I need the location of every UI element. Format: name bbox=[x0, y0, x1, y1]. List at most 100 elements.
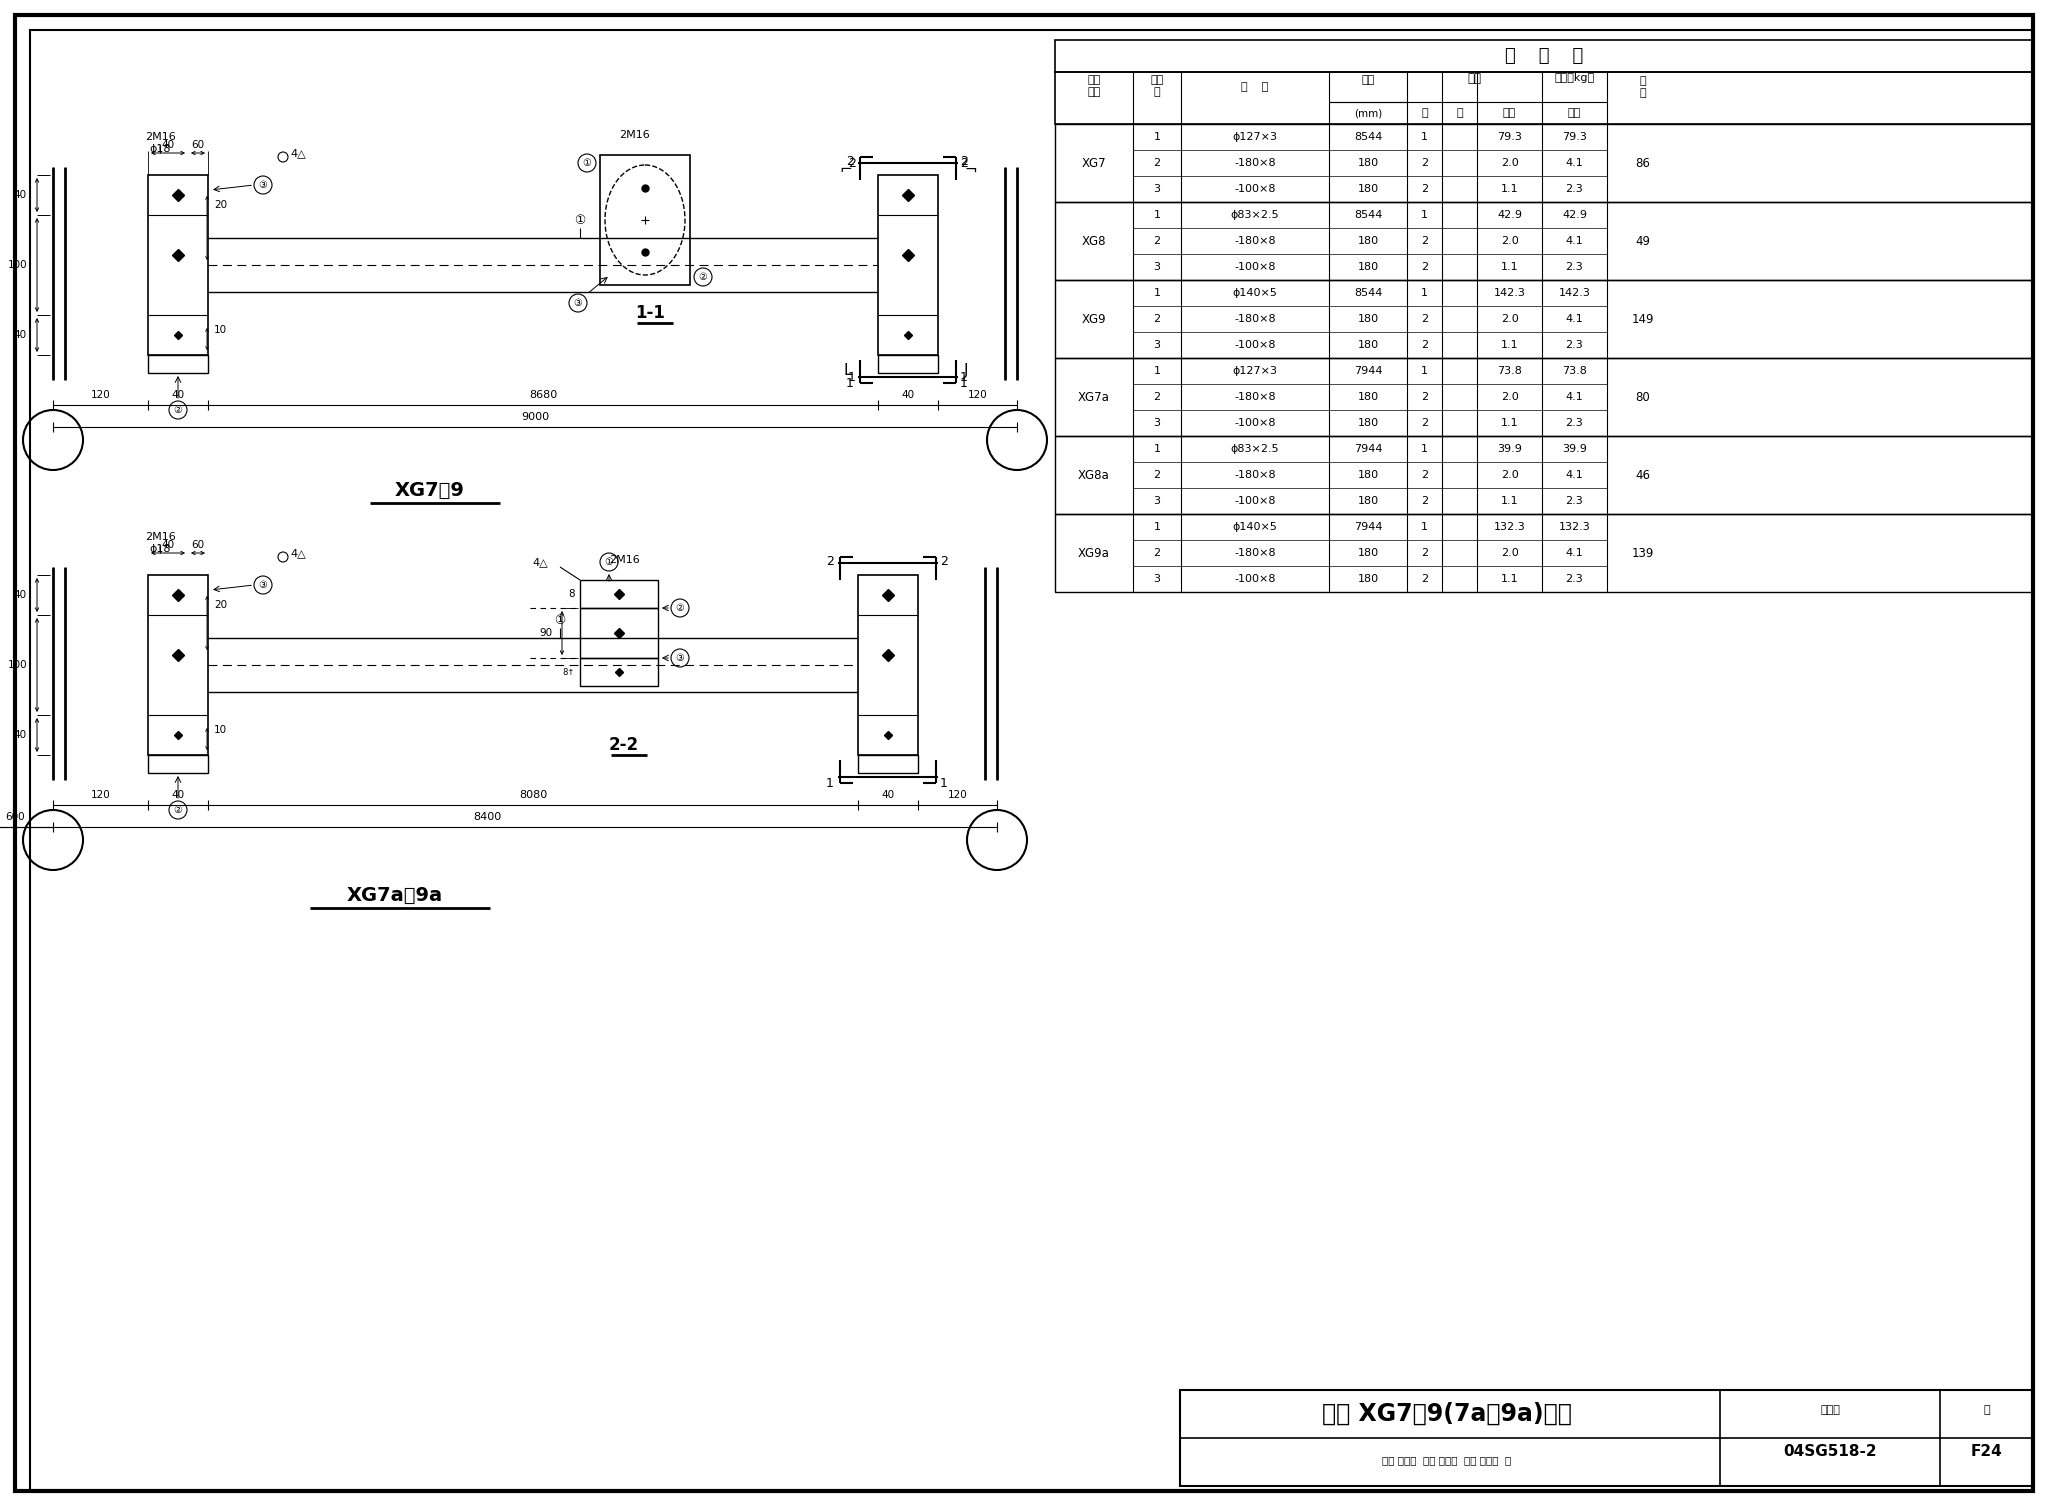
Text: 2: 2 bbox=[1153, 548, 1161, 559]
Text: 8544: 8544 bbox=[1354, 288, 1382, 298]
Text: 49: 49 bbox=[1636, 235, 1651, 247]
Text: 120: 120 bbox=[90, 791, 111, 800]
Text: 100: 100 bbox=[8, 660, 27, 670]
Text: 审核 丁龙章  校对 丁继善  设计 吴正军  页: 审核 丁龙章 校对 丁继善 设计 吴正军 页 bbox=[1382, 1455, 1511, 1465]
Text: 2: 2 bbox=[1421, 548, 1427, 559]
Text: 132.3: 132.3 bbox=[1493, 523, 1526, 532]
Text: 4△: 4△ bbox=[532, 557, 547, 566]
Text: 零件: 零件 bbox=[1151, 75, 1163, 84]
Text: 120: 120 bbox=[90, 390, 111, 401]
Text: -100×8: -100×8 bbox=[1235, 495, 1276, 506]
Text: 1.1: 1.1 bbox=[1501, 262, 1518, 273]
Text: 1: 1 bbox=[1421, 444, 1427, 453]
Text: ①: ① bbox=[604, 557, 612, 566]
Text: 7944: 7944 bbox=[1354, 366, 1382, 376]
Bar bbox=[580, 658, 657, 687]
Text: 40: 40 bbox=[172, 390, 184, 401]
Text: 79.3: 79.3 bbox=[1563, 133, 1587, 142]
Text: 2: 2 bbox=[1421, 236, 1427, 245]
Text: 20: 20 bbox=[213, 599, 227, 610]
Text: 3: 3 bbox=[1153, 574, 1161, 584]
Bar bbox=[580, 608, 657, 658]
Text: 180: 180 bbox=[1358, 184, 1378, 194]
Text: 1: 1 bbox=[1153, 288, 1161, 298]
Text: 1: 1 bbox=[940, 777, 948, 789]
Text: XG7a: XG7a bbox=[1077, 390, 1110, 404]
Text: -180×8: -180×8 bbox=[1235, 313, 1276, 324]
Text: 8080: 8080 bbox=[518, 791, 547, 800]
Text: ⌐: ⌐ bbox=[840, 163, 852, 178]
Text: 反: 反 bbox=[1456, 108, 1462, 117]
Text: 139: 139 bbox=[1632, 547, 1655, 560]
Text: -180×8: -180×8 bbox=[1235, 548, 1276, 559]
Text: -180×8: -180×8 bbox=[1235, 392, 1276, 402]
Text: 1: 1 bbox=[1153, 444, 1161, 453]
Text: 2: 2 bbox=[1421, 158, 1427, 169]
Text: 1: 1 bbox=[846, 376, 854, 390]
Text: 2M16: 2M16 bbox=[621, 130, 651, 140]
Text: 46: 46 bbox=[1636, 468, 1651, 482]
Text: ϕ83×2.5: ϕ83×2.5 bbox=[1231, 209, 1280, 220]
Text: 40: 40 bbox=[14, 330, 27, 340]
Text: 正: 正 bbox=[1421, 108, 1427, 117]
Text: 10: 10 bbox=[213, 325, 227, 334]
Bar bbox=[580, 580, 657, 608]
Text: XG9: XG9 bbox=[1081, 313, 1106, 325]
Text: 8544: 8544 bbox=[1354, 209, 1382, 220]
Text: 40: 40 bbox=[162, 140, 174, 151]
Text: 4.1: 4.1 bbox=[1565, 158, 1583, 169]
Text: 1.1: 1.1 bbox=[1501, 419, 1518, 428]
Text: 3: 3 bbox=[1153, 495, 1161, 506]
Text: 39.9: 39.9 bbox=[1497, 444, 1522, 453]
Text: 2: 2 bbox=[1153, 236, 1161, 245]
Bar bbox=[147, 175, 209, 355]
Bar bbox=[1180, 1390, 2034, 1486]
Text: 4.1: 4.1 bbox=[1565, 313, 1583, 324]
Text: L: L bbox=[844, 363, 852, 378]
Text: 42.9: 42.9 bbox=[1497, 209, 1522, 220]
Text: ③: ③ bbox=[573, 298, 582, 309]
Text: ϕ140×5: ϕ140×5 bbox=[1233, 523, 1278, 532]
Text: 2: 2 bbox=[1421, 340, 1427, 349]
Text: 7944: 7944 bbox=[1354, 444, 1382, 453]
Text: 10: 10 bbox=[213, 724, 227, 735]
Text: 1: 1 bbox=[1421, 133, 1427, 142]
Text: 2.3: 2.3 bbox=[1565, 419, 1583, 428]
Bar bbox=[879, 175, 938, 355]
Text: 2-2: 2-2 bbox=[608, 736, 639, 755]
Text: 7944: 7944 bbox=[1354, 523, 1382, 532]
Text: 73.8: 73.8 bbox=[1563, 366, 1587, 376]
Text: ③: ③ bbox=[258, 181, 268, 190]
Text: 2.3: 2.3 bbox=[1565, 262, 1583, 273]
Text: 180: 180 bbox=[1358, 419, 1378, 428]
Text: 4.1: 4.1 bbox=[1565, 548, 1583, 559]
Text: 1.1: 1.1 bbox=[1501, 495, 1518, 506]
Text: ②: ② bbox=[676, 602, 684, 613]
Text: ①: ① bbox=[573, 214, 586, 226]
Bar bbox=[1055, 123, 2034, 202]
Text: 180: 180 bbox=[1358, 392, 1378, 402]
Text: 2M16: 2M16 bbox=[145, 532, 176, 542]
Text: ϕ83×2.5: ϕ83×2.5 bbox=[1231, 444, 1280, 453]
Text: 79.3: 79.3 bbox=[1497, 133, 1522, 142]
Text: 40: 40 bbox=[14, 590, 27, 599]
Text: -180×8: -180×8 bbox=[1235, 236, 1276, 245]
Text: 2: 2 bbox=[1421, 313, 1427, 324]
Text: 构件: 构件 bbox=[1087, 75, 1100, 84]
Bar bbox=[147, 355, 209, 373]
Bar bbox=[879, 355, 938, 373]
Text: ①: ① bbox=[555, 613, 565, 626]
Text: 132.3: 132.3 bbox=[1559, 523, 1591, 532]
Text: 149: 149 bbox=[1632, 313, 1655, 325]
Bar bbox=[858, 575, 918, 755]
Text: 40: 40 bbox=[14, 190, 27, 200]
Text: XG8a: XG8a bbox=[1077, 468, 1110, 482]
Text: 共重: 共重 bbox=[1569, 108, 1581, 117]
Text: XG7: XG7 bbox=[1081, 157, 1106, 170]
Text: 2: 2 bbox=[1153, 313, 1161, 324]
Text: 2: 2 bbox=[1421, 184, 1427, 194]
Text: 号: 号 bbox=[1153, 87, 1161, 96]
Text: 04SG518-2: 04SG518-2 bbox=[1784, 1444, 1876, 1459]
Text: 90: 90 bbox=[539, 628, 553, 639]
Text: ②: ② bbox=[698, 273, 707, 282]
